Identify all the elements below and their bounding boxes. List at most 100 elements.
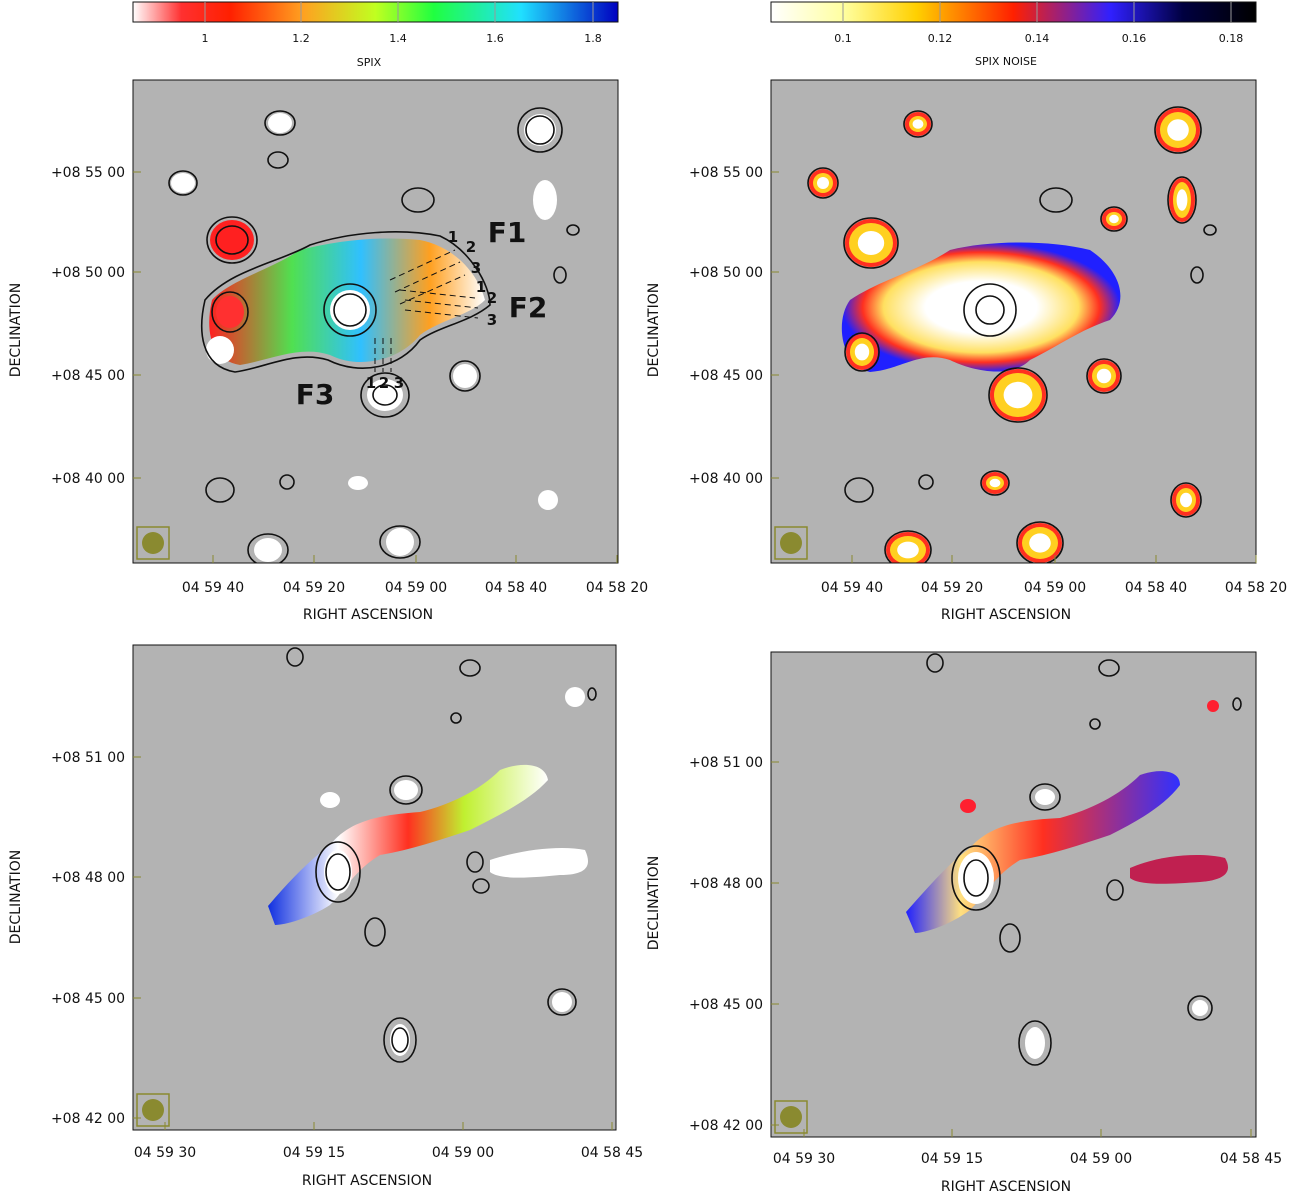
- source: [268, 113, 292, 133]
- source: [912, 119, 924, 129]
- beam: [780, 1106, 802, 1128]
- source: [538, 490, 558, 510]
- contour: [1086, 358, 1122, 394]
- source: [367, 379, 403, 411]
- contour: [553, 266, 567, 284]
- map-background: [771, 652, 1256, 1137]
- annotation: F3: [296, 378, 335, 411]
- contour: [267, 151, 289, 169]
- beam: [142, 532, 164, 554]
- contour: [391, 1027, 409, 1053]
- contour: [215, 225, 249, 255]
- annotation: 3: [487, 311, 497, 329]
- y-axis-label: DECLINATION: [646, 856, 662, 950]
- y-tick-label: +08 50 00: [689, 265, 763, 281]
- x-axis-label: RIGHT ASCENSION: [302, 1173, 432, 1189]
- emission: [841, 242, 1121, 372]
- contour: [379, 525, 421, 559]
- contour: [206, 216, 258, 264]
- x-tick-label: 04 58 20: [586, 580, 648, 596]
- x-tick-label: 04 58 40: [485, 580, 547, 596]
- contour: [1187, 995, 1213, 1021]
- contour: [1167, 176, 1197, 224]
- colorbar-tick-label: 0.16: [1122, 32, 1147, 45]
- source: [394, 780, 418, 800]
- y-tick-label: +08 40 00: [51, 471, 125, 487]
- contour: [1203, 224, 1217, 236]
- source: [857, 231, 885, 255]
- colorbar-label: SPIX: [357, 56, 382, 69]
- source: [1180, 492, 1192, 508]
- y-tick-label: +08 42 00: [51, 1111, 125, 1127]
- annotation: F1: [488, 216, 527, 249]
- source: [1003, 381, 1033, 409]
- source: [453, 364, 477, 388]
- contour: [844, 477, 874, 503]
- contour: [372, 384, 398, 406]
- contour: [1154, 106, 1202, 154]
- contour: [264, 110, 296, 136]
- beam: [142, 1099, 164, 1121]
- source: [1035, 789, 1055, 805]
- contour: [360, 372, 410, 418]
- contour: [807, 167, 839, 199]
- source: [817, 177, 829, 189]
- source: [1025, 1027, 1045, 1059]
- y-tick-label: +08 48 00: [51, 870, 125, 886]
- contour: [525, 115, 555, 145]
- frame: [770, 651, 1257, 1138]
- x-axis-label: RIGHT ASCENSION: [941, 607, 1071, 623]
- contour: [844, 332, 880, 372]
- x-tick-label: 04 59 30: [134, 1145, 196, 1161]
- annotation: 1: [366, 374, 376, 392]
- contour: [980, 470, 1010, 496]
- colorbar: [770, 1, 1257, 23]
- contour: [1232, 697, 1242, 711]
- source: [1207, 700, 1219, 712]
- x-tick-label: 04 59 15: [921, 1151, 983, 1167]
- contour: [205, 477, 235, 503]
- contour: [1016, 521, 1064, 563]
- contour: [472, 878, 490, 894]
- contour: [988, 367, 1048, 423]
- contour: [1190, 266, 1204, 284]
- x-tick-label: 04 59 15: [283, 1145, 345, 1161]
- map-layer: [136, 647, 597, 1127]
- y-tick-label: +08 48 00: [689, 876, 763, 892]
- frame: [770, 79, 1257, 564]
- contour: [587, 687, 597, 701]
- contour: [286, 647, 304, 667]
- contour: [963, 859, 989, 897]
- source: [552, 992, 572, 1012]
- beam-box: [774, 526, 808, 560]
- contour: [903, 110, 933, 138]
- contour: [547, 988, 577, 1016]
- contour: [168, 170, 198, 196]
- contour: [279, 474, 295, 490]
- source: [348, 476, 368, 490]
- contour: [333, 293, 367, 327]
- x-tick-label: 04 58 45: [1220, 1151, 1282, 1167]
- colorbar-tick-label: 1: [202, 32, 209, 45]
- annotation: 1: [448, 228, 458, 246]
- contour: [247, 533, 289, 563]
- contour: [401, 187, 435, 213]
- contour: [975, 295, 1005, 325]
- source: [390, 1024, 410, 1056]
- contour: [963, 283, 1017, 337]
- x-tick-label: 04 59 30: [773, 1151, 835, 1167]
- annotation: 2: [466, 238, 476, 256]
- source: [171, 173, 195, 193]
- colorbar-tick-label: 0.1: [834, 32, 852, 45]
- x-tick-label: 04 59 20: [921, 580, 983, 596]
- source: [324, 850, 352, 894]
- contour: [383, 1017, 417, 1063]
- y-axis-label: DECLINATION: [646, 283, 662, 377]
- colorbar-label: SPIX NOISE: [975, 55, 1037, 68]
- y-tick-label: +08 45 00: [51, 991, 125, 1007]
- contour: [884, 530, 932, 563]
- contour: [918, 474, 934, 490]
- annotation: 2: [487, 289, 497, 307]
- contour: [466, 851, 484, 873]
